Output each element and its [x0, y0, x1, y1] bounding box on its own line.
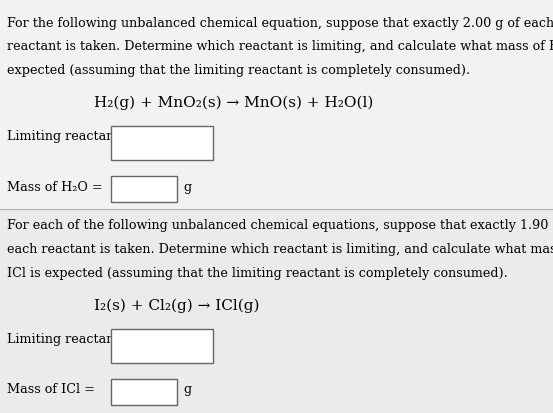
Text: expected (assuming that the limiting reactant is completely consumed).: expected (assuming that the limiting rea… [7, 64, 469, 77]
Text: H₂(g) + MnO₂(s) → MnO(s) + H₂O(l): H₂(g) + MnO₂(s) → MnO(s) + H₂O(l) [94, 95, 373, 110]
Text: Mass of H₂O =: Mass of H₂O = [7, 180, 102, 194]
Text: g: g [184, 383, 192, 396]
Text: Limiting reactant:: Limiting reactant: [7, 131, 123, 143]
Text: For each of the following unbalanced chemical equations, suppose that exactly 1.: For each of the following unbalanced che… [7, 219, 553, 232]
Text: For the following unbalanced chemical equation, suppose that exactly 2.00 g of e: For the following unbalanced chemical eq… [7, 17, 553, 29]
Text: g: g [184, 180, 192, 194]
Text: each reactant is taken. Determine which reactant is limiting, and calculate what: each reactant is taken. Determine which … [7, 243, 553, 256]
Text: reactant is taken. Determine which reactant is limiting, and calculate what mass: reactant is taken. Determine which react… [7, 40, 553, 53]
Text: ICl is expected (assuming that the limiting reactant is completely consumed).: ICl is expected (assuming that the limit… [7, 267, 508, 280]
Bar [0, 209, 553, 413]
Text: I₂(s) + Cl₂(g) → ICl(g): I₂(s) + Cl₂(g) → ICl(g) [94, 298, 259, 313]
Text: Mass of ICl =: Mass of ICl = [7, 383, 95, 396]
Bar [111, 176, 177, 202]
Bar [0, 0, 553, 209]
Bar [111, 126, 213, 160]
Bar [111, 379, 177, 405]
Bar [111, 329, 213, 363]
Text: Limiting reactant:: Limiting reactant: [7, 333, 123, 346]
